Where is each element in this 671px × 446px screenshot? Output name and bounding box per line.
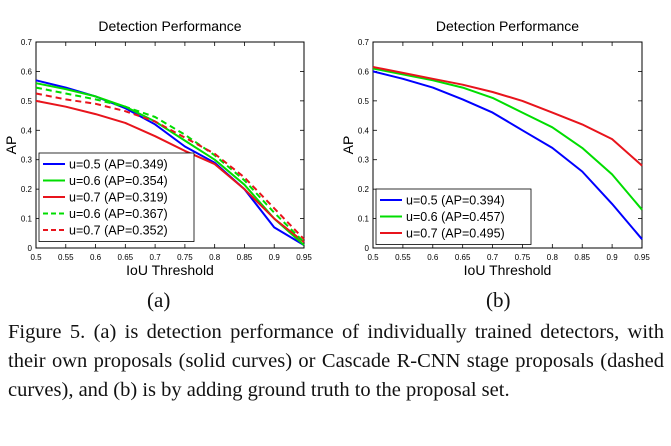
- x-tick-label: 0.65: [118, 253, 134, 262]
- plot-frame: [35, 41, 305, 249]
- y-axis-label: AP: [3, 136, 19, 155]
- plot-frame: [372, 41, 643, 249]
- series-line-green-solid: [372, 67, 643, 211]
- legend: u=0.5 (AP=0.394) u=0.6 (AP=0.457) u=0.7 (A…: [375, 188, 532, 245]
- figure-caption: Figure 5. (a) is detection performance o…: [8, 321, 664, 401]
- subfigure-label-a: (a): [147, 288, 171, 312]
- y-tick-label: 0.5: [358, 97, 370, 106]
- chart-panel-b: Detection Performance 0.5 0.55 0.6 0.65 0.7 0.…: [340, 18, 650, 278]
- x-tick-label: 0.7: [150, 253, 162, 262]
- x-tick-label: 0.5: [30, 253, 42, 262]
- y-tick-label: 0.3: [21, 156, 33, 165]
- legend-entry: u=0.5 (AP=0.394): [406, 194, 505, 208]
- y-tick-label: 0.6: [21, 67, 33, 76]
- x-tick-label: 0.6: [427, 253, 439, 262]
- y-tick-label: 0.1: [358, 215, 370, 224]
- legend-entry: u=0.7 (AP=0.352): [69, 224, 168, 238]
- x-tick-label: 0.85: [237, 253, 253, 262]
- x-tick-label: 0.55: [395, 253, 411, 262]
- x-tick-label: 0.75: [177, 253, 193, 262]
- series-line-red-solid: [372, 66, 643, 167]
- x-axis-label: IoU Threshold: [464, 262, 552, 278]
- series-line-green-solid: [35, 82, 305, 246]
- y-tick-label: 0: [28, 244, 33, 253]
- x-tick-label: 0.55: [58, 253, 74, 262]
- legend-entry: u=0.6 (AP=0.457): [406, 210, 505, 224]
- x-tick-label: 0.6: [90, 253, 102, 262]
- y-tick-label: 0.7: [21, 38, 33, 47]
- legend-entry: u=0.5 (AP=0.349): [69, 158, 168, 172]
- legend-entry: u=0.6 (AP=0.367): [69, 207, 168, 221]
- x-tick-label: 0.5: [367, 253, 379, 262]
- x-tick-label: 0.9: [269, 253, 281, 262]
- y-tick-label: 0.3: [358, 156, 370, 165]
- chart-title: Detection Performance: [98, 18, 241, 34]
- y-tick-label: 0.5: [21, 97, 33, 106]
- series-line-blue-solid: [372, 70, 643, 240]
- x-tick-label: 0.85: [574, 253, 590, 262]
- legend-entry: u=0.7 (AP=0.319): [69, 191, 168, 205]
- y-tick-label: 0: [365, 244, 370, 253]
- y-tick-label: 0.2: [358, 185, 370, 194]
- y-axis-label: AP: [340, 136, 356, 155]
- x-tick-label: 0.8: [547, 253, 559, 262]
- x-tick-label: 0.95: [634, 253, 650, 262]
- x-tick-label: 0.75: [515, 253, 531, 262]
- y-tick-label: 0.4: [358, 126, 370, 135]
- x-tick-label: 0.9: [607, 253, 619, 262]
- y-tick-label: 0.1: [21, 215, 33, 224]
- x-tick-label: 0.65: [455, 253, 471, 262]
- y-tick-label: 0.4: [21, 126, 33, 135]
- x-tick-label: 0.95: [296, 253, 312, 262]
- x-tick-label: 0.7: [487, 253, 499, 262]
- y-tick-label: 0.6: [358, 67, 370, 76]
- legend-entry: u=0.7 (AP=0.495): [406, 227, 505, 241]
- x-tick-label: 0.8: [209, 253, 221, 262]
- series-line-green-dashed: [35, 86, 305, 243]
- legend-entry: u=0.6 (AP=0.354): [69, 174, 168, 188]
- y-tick-label: 0.2: [21, 185, 33, 194]
- x-axis-label: IoU Threshold: [126, 262, 214, 278]
- subfigure-label-b: (b): [486, 288, 511, 312]
- chart-title: Detection Performance: [436, 18, 579, 34]
- legend: u=0.5 (AP=0.349) u=0.6 (AP=0.354) u=0.7 (A…: [38, 152, 195, 242]
- series-line-red-dashed: [35, 92, 305, 240]
- y-tick-label: 0.7: [358, 38, 370, 47]
- series-line-red-solid: [35, 99, 305, 243]
- chart-panel-a: Detection Performance 0.5 0.55 0.6 0.65 0.7 0.…: [3, 18, 312, 278]
